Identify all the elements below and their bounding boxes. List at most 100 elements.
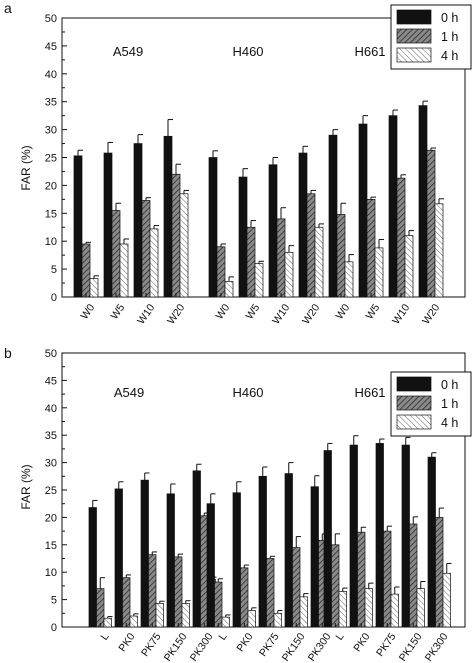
bar [214, 581, 223, 628]
x-tick-label: PK75 [257, 631, 282, 659]
y-tick-label: 50 [45, 348, 57, 360]
bar [284, 252, 294, 298]
bar [258, 475, 267, 628]
bar [416, 588, 425, 628]
bar [111, 210, 121, 298]
bar [357, 531, 366, 628]
bar [221, 616, 230, 628]
x-tick-label: PK300 [423, 631, 451, 663]
y-tick-label: 35 [45, 97, 57, 109]
bar [206, 503, 215, 628]
bar [336, 214, 346, 298]
y-tick-label: 40 [45, 69, 57, 81]
bar [375, 443, 384, 628]
bar [140, 479, 149, 628]
bar [273, 612, 282, 628]
bar [148, 554, 157, 628]
bar [240, 567, 249, 628]
bar [344, 261, 354, 298]
group-label: H460 [232, 385, 263, 400]
x-tick-label: L [216, 631, 229, 643]
x-tick-label: L [333, 631, 346, 643]
x-tick-label: W5 [108, 302, 127, 322]
y-tick-label: 40 [45, 403, 57, 415]
y-tick-label: 25 [45, 485, 57, 497]
x-tick-label: W20 [300, 302, 322, 327]
bar [292, 547, 301, 628]
bar [426, 149, 436, 298]
y-tick-label: 5 [51, 264, 57, 276]
legend: 0 h 1 h 4 h [390, 4, 472, 70]
bar [166, 493, 175, 628]
bar [232, 492, 241, 628]
x-tick-label: W5 [243, 302, 262, 322]
legend-label: 1 h [441, 397, 458, 411]
bar [409, 523, 418, 628]
bar [179, 193, 189, 298]
x-tick-label: PK150 [280, 631, 308, 663]
y-tick-label: 5 [51, 595, 57, 607]
bar [374, 247, 384, 298]
bar [364, 588, 373, 628]
x-tick-label: W20 [420, 302, 442, 327]
bar [174, 556, 183, 628]
legend-swatch [396, 414, 432, 430]
bar [103, 617, 112, 628]
bar [396, 177, 406, 298]
legend-swatch [396, 47, 432, 63]
bar [349, 444, 358, 628]
bar [298, 152, 308, 298]
bar [276, 218, 286, 298]
legend-label: 4 h [441, 416, 458, 430]
bar [358, 123, 368, 298]
group-label: H661 [354, 44, 385, 59]
bar [331, 544, 340, 628]
bar [171, 173, 181, 298]
bar [434, 203, 444, 298]
bar [284, 473, 293, 628]
x-tick-label: PK0 [351, 631, 372, 654]
bar [122, 577, 131, 628]
x-tick-label: PK300 [306, 631, 334, 663]
legend-label: 0 h [441, 378, 458, 392]
y-tick-label: 30 [45, 125, 57, 137]
bar [314, 226, 324, 298]
bar [103, 152, 113, 298]
y-tick-label: 50 [45, 13, 57, 25]
bar [427, 456, 436, 628]
legend-swatch [396, 9, 432, 25]
legend-swatch [396, 376, 432, 392]
bar [88, 507, 97, 628]
bar [141, 200, 151, 298]
bar [181, 603, 190, 628]
bar [192, 470, 201, 628]
x-tick-label: W5 [363, 302, 382, 322]
group-label: H661 [354, 385, 385, 400]
y-tick-label: 45 [45, 41, 57, 53]
x-tick-label: W10 [135, 302, 157, 327]
y-tick-label: 25 [45, 153, 57, 165]
bar [163, 135, 173, 298]
x-tick-label: PK75 [139, 631, 164, 659]
group-label: A549 [114, 385, 144, 400]
bar [129, 615, 138, 628]
group-label: H460 [232, 44, 263, 59]
legend-label: 1 h [441, 30, 458, 44]
bar [306, 193, 316, 298]
legend-label: 4 h [441, 49, 458, 63]
panel-label-a: a [4, 0, 12, 16]
y-tick-label: 45 [45, 375, 57, 387]
bar [418, 105, 428, 298]
bar [323, 450, 332, 628]
bar [254, 263, 264, 298]
x-tick-label: W20 [165, 302, 187, 327]
bar [442, 572, 451, 628]
bar [246, 226, 256, 298]
bar [401, 444, 410, 628]
y-tick-label: 15 [45, 540, 57, 552]
bar [310, 486, 319, 628]
x-tick-label: PK300 [188, 631, 216, 663]
bar [390, 593, 399, 628]
